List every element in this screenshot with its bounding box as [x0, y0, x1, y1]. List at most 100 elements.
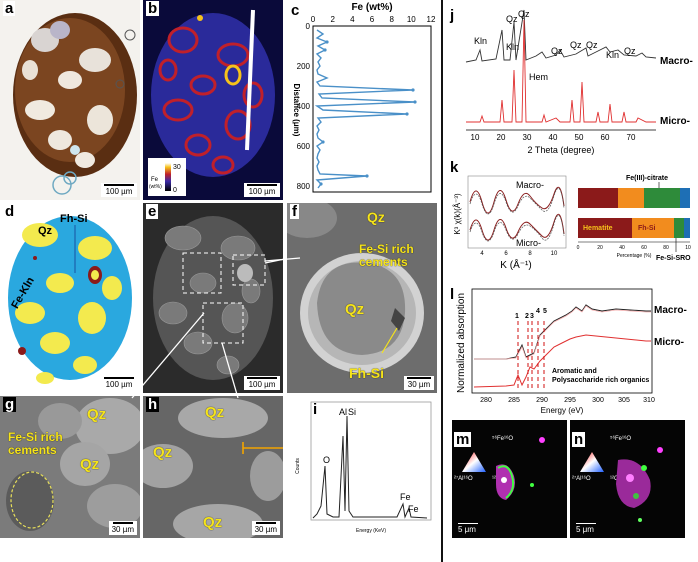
panel-l-xtick: 300 [592, 397, 604, 404]
panel-j-peak: Kln [474, 36, 487, 46]
panel-n: ⁵⁶Fe¹⁶O ²⁷Al¹⁶O ¹²C n 5 μm [570, 420, 685, 538]
panel-m-image: ⁵⁶Fe¹⁶O ²⁷Al¹⁶O ¹²C [454, 435, 545, 500]
panel-k-comp-sro: Fe-Si-SRO [656, 255, 691, 262]
panel-c-xtick: 6 [370, 15, 375, 24]
panel-k-xtick: 4 [480, 251, 484, 257]
panel-l-chart: 1 2 3 4 5 280 285 290 295 300 305 310 En… [456, 288, 687, 415]
panel-k-macro-fhsi [618, 188, 644, 208]
panel-j-micro-line [466, 19, 656, 123]
panel-c-ytick: 400 [297, 102, 311, 111]
panel-c-y-ticks: 0 200 400 600 800 [297, 22, 311, 191]
panel-g-scale-text: 30 µm [111, 525, 134, 534]
panel-c-xtick: 10 [407, 15, 416, 24]
panel-g-cements: Fe-Si rich cements [8, 430, 63, 457]
panel-a-image [13, 13, 137, 195]
panel-j-x-axis-label: 2 Theta (degree) [528, 145, 595, 155]
panel-d-scalebar: 100 µm [101, 376, 137, 390]
panel-l: 1 2 3 4 5 280 285 290 295 300 305 310 En… [446, 285, 698, 415]
panel-b-scale-text: 100 µm [248, 187, 276, 196]
panel-m-scalebar: 5 μm [458, 523, 478, 534]
panel-m-label: m [454, 431, 472, 448]
panel-g-qz1: Qz [87, 406, 107, 423]
panel-e-scale-text: 100 µm [248, 380, 276, 389]
panel-j-peak: Qz [506, 14, 518, 24]
panel-h-qz1: Qz [205, 404, 225, 421]
panel-d-scale-text: 100 µm [105, 380, 133, 389]
panel-k-bar-xtick: 80 [663, 245, 669, 251]
panel-j-peak: Qz [586, 40, 598, 50]
panel-b-scalebar: 100 µm [244, 183, 280, 197]
panel-j-chart: 10 20 30 40 50 60 70 2 Theta (degree) Ma… [465, 9, 693, 155]
panel-l-label: l [450, 286, 455, 303]
panel-l-x-axis-label: Energy (eV) [541, 406, 584, 415]
panel-n-scale-text: 5 μm [576, 525, 594, 534]
panel-k-label: k [450, 160, 459, 176]
panel-i-spectrum [312, 415, 428, 519]
panel-a-label: a [3, 0, 16, 17]
panel-j-xtick: 10 [471, 133, 480, 142]
panel-d-qz-label: Qz [38, 225, 53, 237]
panel-i-peak-o: O [323, 455, 330, 465]
panel-j-series-macro: Macro- [660, 56, 693, 67]
panel-j-xtick: 40 [549, 133, 558, 142]
panel-c-label: c [291, 2, 300, 19]
panel-j-peak: Kln [606, 50, 619, 60]
panel-c-chart: 0 2 4 6 8 10 12 Fe (wt%) 0 200 400 600 8… [292, 2, 436, 193]
panel-j-xtick: 20 [497, 133, 506, 142]
panel-k-micro-sro [684, 218, 690, 238]
panel-e-label: e [146, 203, 159, 220]
panel-l-x-ticks: 280 285 290 295 300 305 310 [480, 397, 655, 404]
panel-l-peak-number: 1 [515, 313, 519, 320]
panel-k-bar-x-label: Percentage (%) [617, 253, 652, 259]
panel-b-transect-line [245, 9, 255, 151]
panel-m: ⁵⁶Fe¹⁶O ²⁷Al¹⁶O ¹²C m 5 μm [452, 420, 567, 538]
panel-a: a 100 µm [0, 0, 140, 200]
panel-a-scale-text: 100 µm [105, 187, 133, 196]
panel-j-x-ticks: 10 20 30 40 50 60 70 [471, 133, 636, 142]
panel-k-macro-fit [469, 187, 565, 215]
panel-k-series-micro: Micro- [516, 238, 541, 248]
panel-b-legend-min: 0 [173, 187, 177, 194]
panel-g: g Qz Qz Fe-Si rich cements 30 µm [0, 396, 140, 538]
panel-k-series-macro: Macro- [516, 180, 544, 190]
panel-j-xtick: 60 [601, 133, 610, 142]
panel-c-xtick: 8 [389, 15, 394, 24]
panel-n-tri-left: ²⁷Al¹⁶O [572, 475, 591, 482]
panel-b-image: 30 0 Fe (wt%) [148, 9, 275, 196]
panel-i-peak-fe1: Fe [400, 492, 411, 502]
panel-l-annotation-2: Polysaccharide rich organics [552, 377, 649, 384]
panel-k-macro-data [469, 186, 565, 214]
panel-k-micro-fit [469, 215, 565, 242]
panel-i: Counts Energy (KeV) O Al Si Fe Fe i [287, 396, 437, 538]
panel-b-label: b [146, 0, 160, 17]
panel-c-xtick: 12 [427, 15, 436, 24]
panel-j-peak: Qz [624, 46, 636, 56]
panel-d-label: d [3, 203, 17, 220]
panel-i-x-axis-label: Energy (KeV) [356, 528, 386, 534]
panel-k-bar-x-ticks: 0 20 40 60 80 10 [577, 245, 691, 251]
panel-l-xtick: 295 [564, 397, 576, 404]
panel-k-micro-citrate [674, 218, 684, 238]
panel-j-peak: Hem [529, 72, 548, 82]
panel-f-qz-center: Qz [345, 301, 365, 318]
panel-g-scalebar: 30 µm [108, 521, 137, 535]
panel-e-image [153, 216, 283, 380]
panel-d-image [8, 216, 132, 384]
panel-n-scalebar: 5 μm [576, 523, 596, 534]
panel-l-annotation-1: Aromatic and [552, 368, 597, 375]
panel-d: d Qz Fh-Si Fe-Kln 100 µm [0, 203, 140, 393]
panel-k-xtick: 8 [528, 251, 532, 257]
panel-j-peak: Qz [570, 40, 582, 50]
panel-i-label: i [313, 401, 318, 418]
panel-k-macro-sro [680, 188, 690, 208]
panel-l-macro-fit [474, 305, 651, 360]
panel-m-tri-left: ²⁷Al¹⁶O [454, 475, 473, 482]
panel-j-label: j [450, 7, 455, 24]
panel-c-ytick: 200 [297, 62, 311, 71]
panel-h-qz3: Qz [203, 514, 223, 531]
panel-k-micro-hematite [578, 218, 632, 238]
panel-a-scalebar: 100 µm [101, 183, 137, 197]
panel-b: 30 0 Fe (wt%) b 100 µm [143, 0, 283, 200]
panel-c-ytick: 800 [297, 182, 311, 191]
panel-l-macro-line [474, 304, 651, 360]
